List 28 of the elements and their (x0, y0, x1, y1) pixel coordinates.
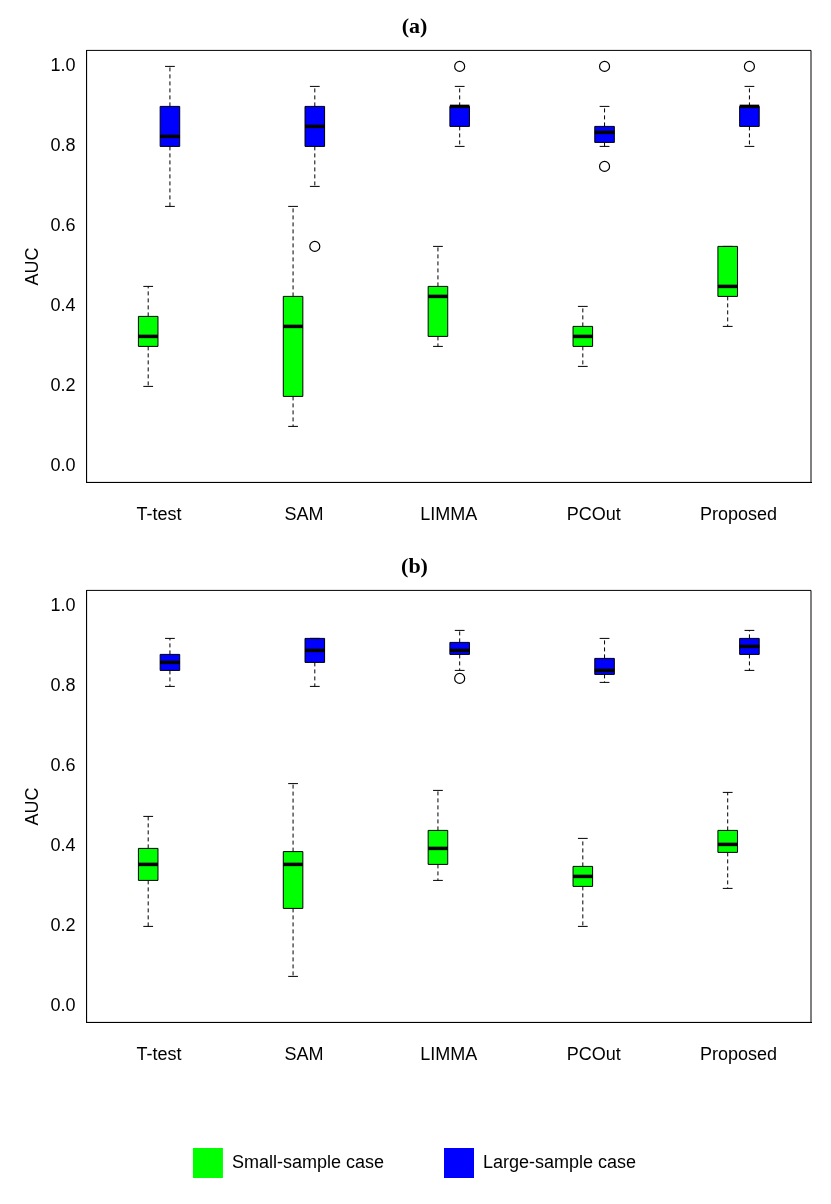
y-tick-label: 0.4 (50, 295, 76, 316)
y-tick-label: 0.6 (50, 755, 76, 776)
legend-label: Small-sample case (231, 1151, 384, 1172)
y-tick-label: 0.4 (50, 835, 76, 856)
y-tick-label: 0.8 (50, 135, 76, 156)
x-tick-label: Proposed (700, 1044, 778, 1065)
x-tick-label: Proposed (700, 504, 778, 525)
chart-title: (a) (401, 12, 428, 38)
x-tick-label: T-test (136, 504, 182, 525)
x-tick-label: SAM (284, 504, 324, 525)
legend-label: Large-sample case (482, 1151, 637, 1172)
y-axis-title: AUC (21, 787, 42, 826)
y-tick-label: 1.0 (50, 55, 76, 76)
y-tick-label: 0.0 (50, 995, 76, 1016)
y-tick-label: 0.2 (50, 375, 76, 396)
x-tick-label: T-test (136, 1044, 182, 1065)
y-tick-label: 0.0 (50, 455, 76, 476)
y-tick-label: 0.8 (50, 675, 76, 696)
chart-title: (b) (401, 552, 428, 578)
x-tick-label: LIMMA (420, 1044, 478, 1065)
x-tick-label: SAM (284, 1044, 324, 1065)
x-tick-label: PCOut (566, 1044, 621, 1065)
y-tick-label: 0.2 (50, 915, 76, 936)
y-tick-label: 1.0 (50, 595, 76, 616)
x-tick-label: PCOut (566, 504, 621, 525)
x-tick-label: LIMMA (420, 504, 478, 525)
y-tick-label: 0.6 (50, 215, 76, 236)
y-axis-title: AUC (21, 247, 42, 286)
